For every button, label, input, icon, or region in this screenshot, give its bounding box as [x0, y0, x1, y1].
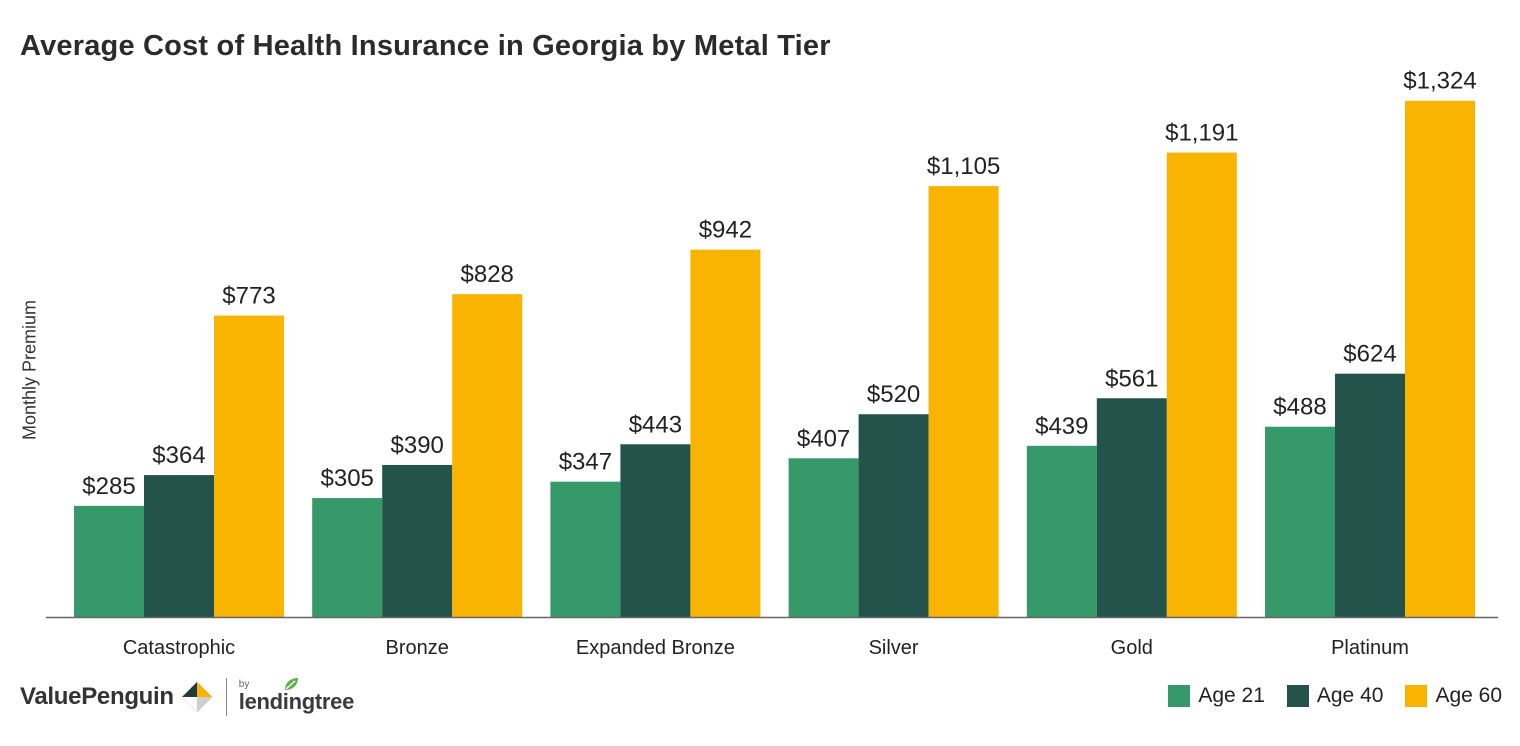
legend-item-age-40: Age 40 — [1286, 684, 1384, 708]
bar — [144, 475, 214, 617]
bar — [788, 458, 859, 617]
bar — [858, 414, 929, 617]
data-label: $439 — [1035, 413, 1088, 440]
x-tick-label: Expanded Bronze — [576, 637, 735, 659]
data-label: $561 — [1105, 365, 1158, 392]
bar — [928, 186, 999, 617]
bar — [382, 464, 453, 617]
bar — [550, 481, 621, 617]
data-label: $1,324 — [1403, 68, 1476, 95]
chart-title: Average Cost of Health Insurance in Geor… — [20, 30, 831, 62]
lendingtree-wordmark: lendingtree — [238, 689, 355, 714]
bar — [1405, 100, 1475, 618]
bar — [452, 294, 523, 617]
bar — [1265, 426, 1335, 617]
data-label: $520 — [867, 381, 920, 408]
legend-swatch — [1286, 685, 1309, 707]
data-label: $942 — [699, 217, 752, 244]
legend-swatch — [1168, 685, 1191, 707]
valuepenguin-logo-icon — [181, 682, 212, 712]
logo-divider — [225, 678, 227, 716]
bar — [1096, 398, 1167, 617]
data-label: $443 — [629, 411, 682, 438]
bar — [74, 505, 144, 617]
data-label: $305 — [321, 465, 374, 492]
bar — [690, 249, 761, 617]
data-label: $488 — [1273, 394, 1326, 421]
bar — [1166, 152, 1237, 617]
bar — [620, 444, 691, 617]
bar — [214, 315, 284, 617]
x-tick-label: Gold — [1111, 637, 1153, 659]
lendingtree-leaf-icon — [284, 678, 298, 690]
x-tick-label: Bronze — [386, 637, 449, 659]
bar — [1335, 373, 1405, 617]
data-label: $390 — [391, 432, 444, 459]
data-label: $285 — [82, 473, 135, 500]
chart-legend: Age 21 Age 40 Age 60 — [1146, 684, 1502, 708]
data-label: $407 — [797, 425, 850, 452]
legend-swatch — [1405, 685, 1428, 707]
data-label: $773 — [222, 283, 275, 310]
data-label: $828 — [461, 261, 514, 288]
data-label: $364 — [152, 442, 205, 469]
x-tick-label: Silver — [869, 637, 919, 659]
data-label: $1,191 — [1165, 120, 1238, 147]
bar — [1026, 445, 1097, 617]
legend-label: Age 21 — [1198, 684, 1265, 707]
data-label: $624 — [1343, 341, 1396, 368]
x-tick-label: Catastrophic — [123, 637, 235, 659]
legend-label: Age 60 — [1435, 684, 1502, 707]
legend-item-age-21: Age 21 — [1168, 684, 1265, 708]
legend-label: Age 40 — [1316, 684, 1384, 707]
legend-item-age-60: Age 60 — [1405, 684, 1502, 708]
by-label: by — [238, 679, 250, 690]
bar — [312, 498, 383, 617]
data-label: $1,105 — [927, 153, 1000, 180]
data-label: $347 — [559, 449, 612, 476]
valuepenguin-wordmark: ValuePenguin — [20, 683, 174, 710]
lendingtree-logo: by lendingtree — [238, 678, 355, 714]
footer-logos: ValuePenguin by lendingtree — [20, 676, 354, 718]
x-tick-label: Platinum — [1331, 637, 1409, 659]
